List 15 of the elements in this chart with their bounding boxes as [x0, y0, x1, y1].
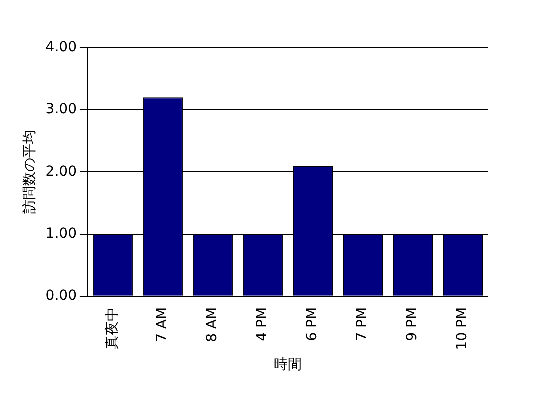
y-axis-title: 訪問数の平均 [22, 130, 38, 214]
x-axis-title: 時間 [274, 357, 302, 374]
x-tick-label: 4 PM [254, 307, 271, 342]
x-tick-label: 10 PM [454, 307, 471, 350]
x-tick-label: 7 AM [154, 307, 171, 342]
y-tick-label: 0.00 [46, 288, 77, 304]
y-tick-label: 1.00 [46, 226, 77, 242]
x-tick-label: 6 PM [304, 307, 321, 342]
x-tick-label: 7 PM [354, 307, 371, 342]
x-tick-label: 8 AM [204, 307, 221, 342]
y-tick-label: 4.00 [46, 40, 77, 56]
y-tick-label: 2.00 [46, 164, 77, 180]
x-tick-label: 真夜中 [104, 307, 121, 350]
x-tick-label: 9 PM [404, 307, 421, 342]
y-tick-label: 3.00 [46, 102, 77, 118]
